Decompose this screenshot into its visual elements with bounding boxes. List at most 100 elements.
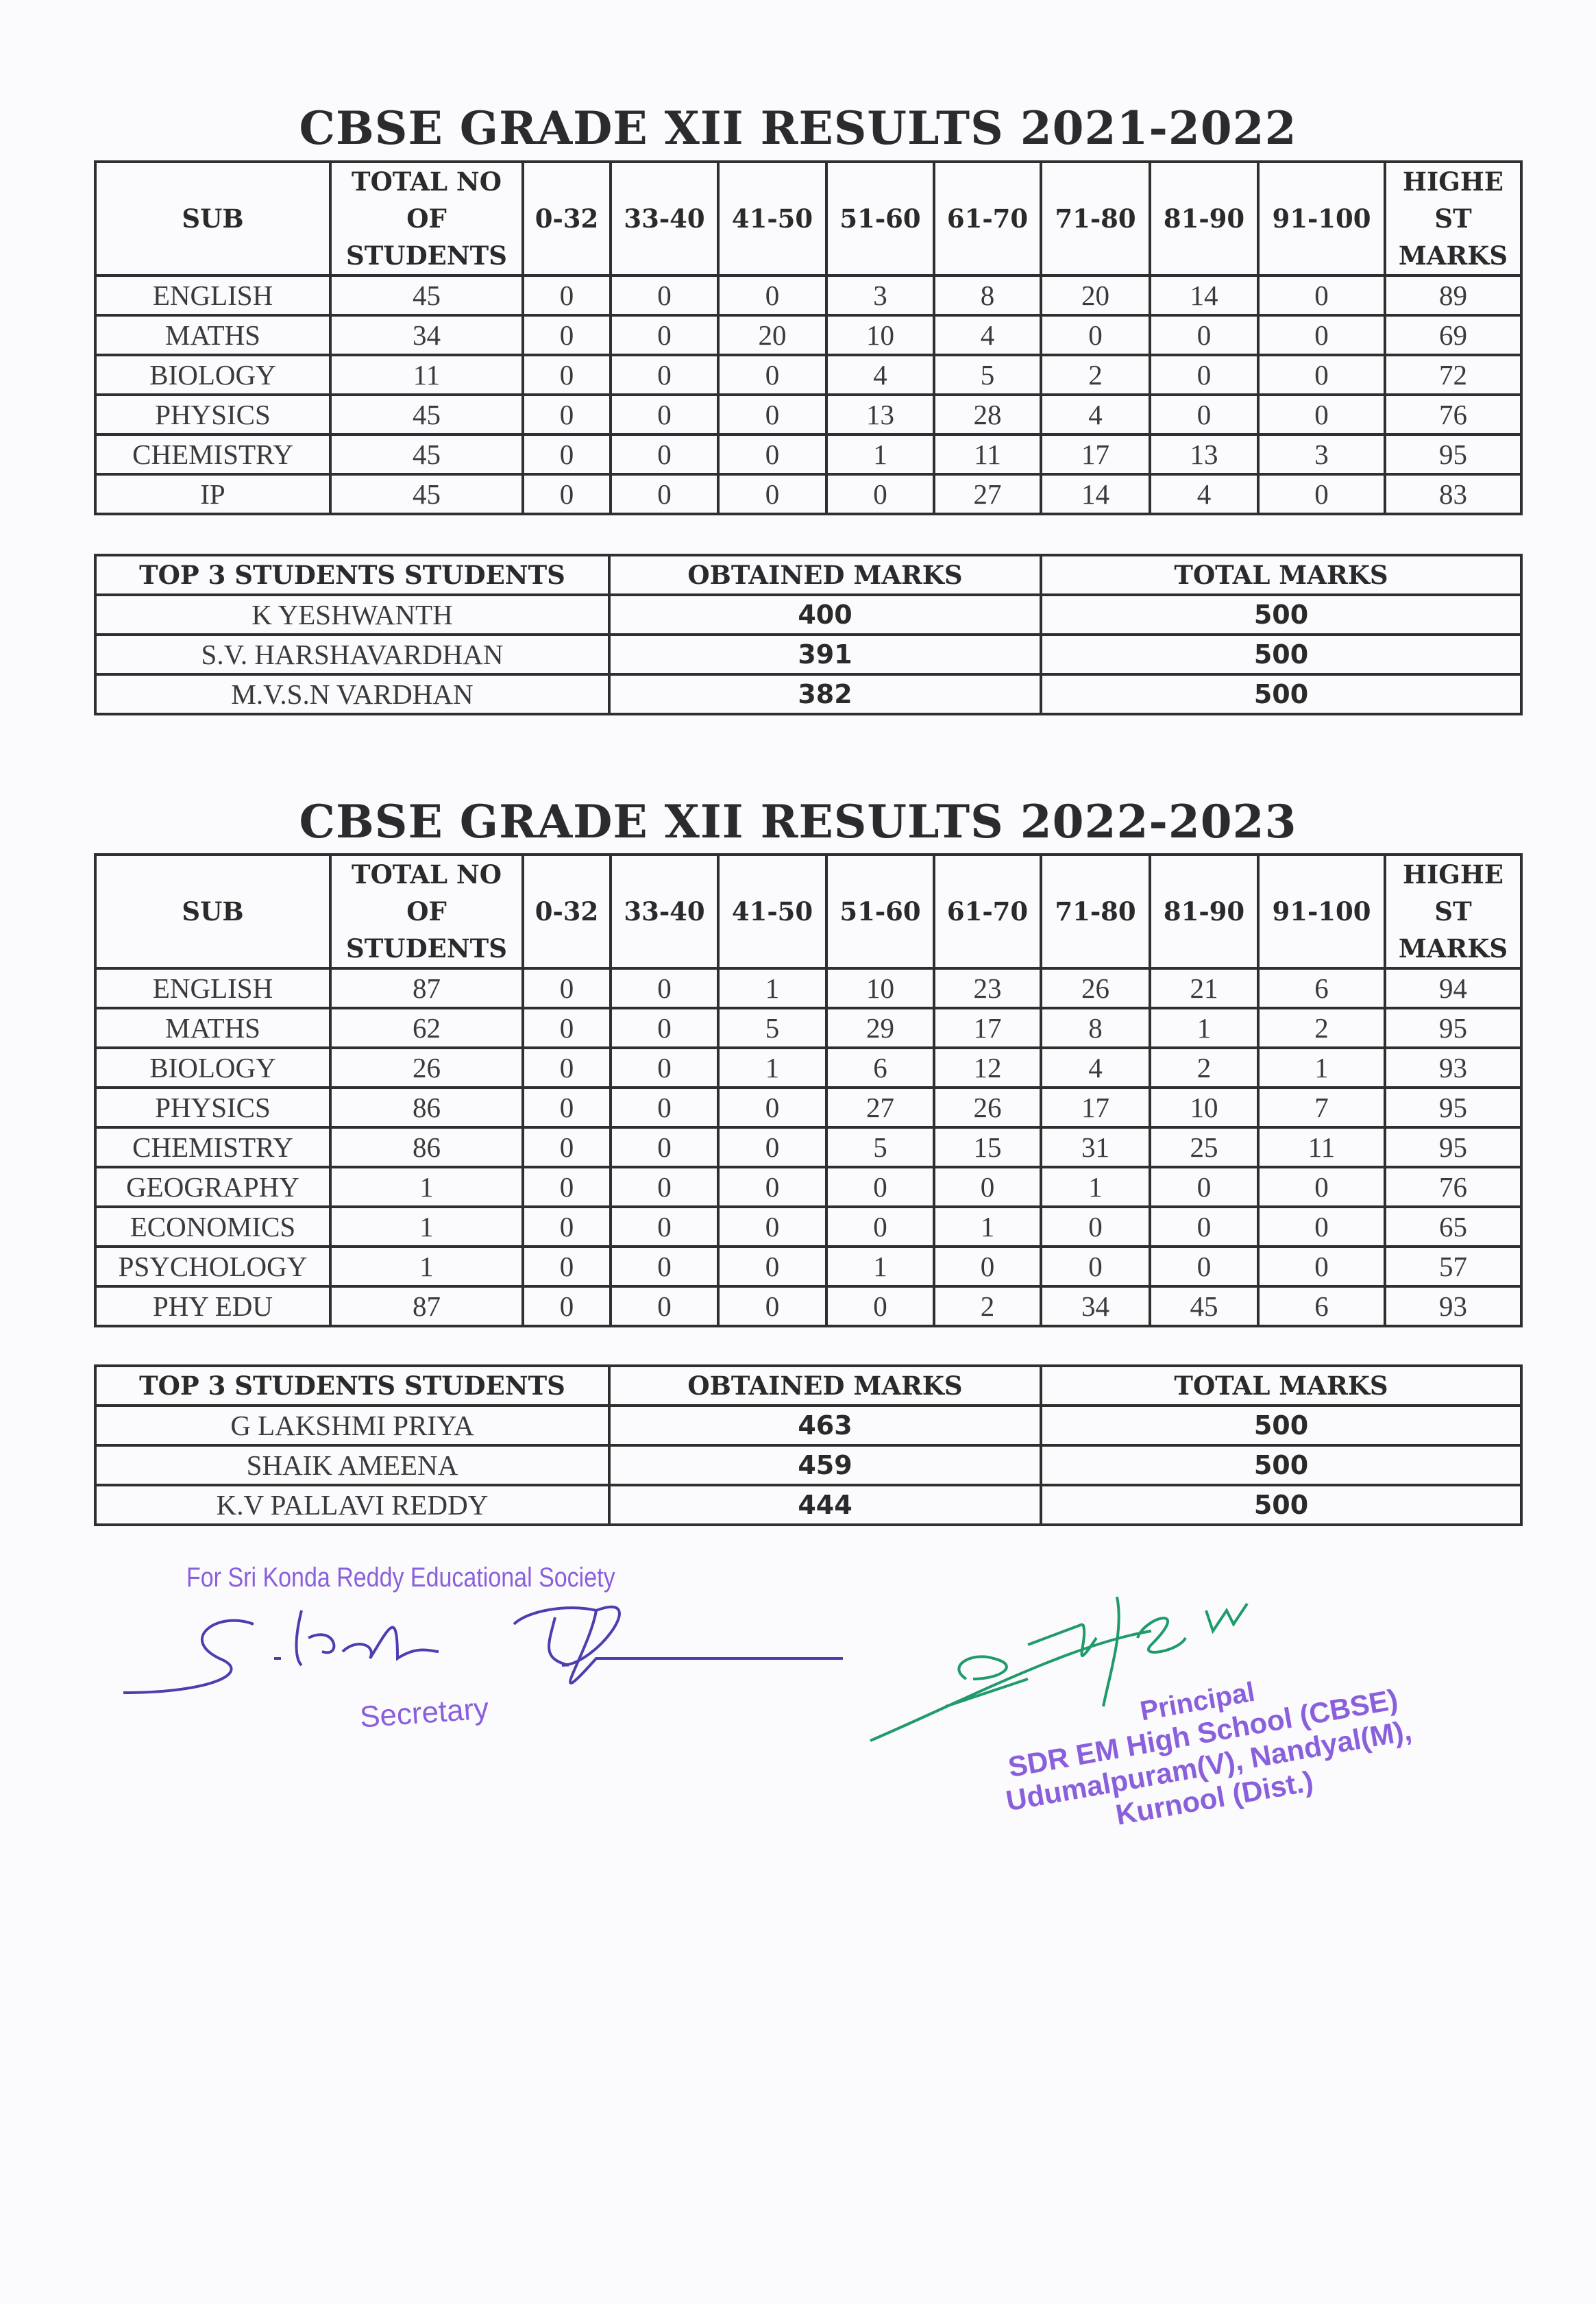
- value-cell: 95: [1384, 1007, 1523, 1049]
- value-cell: 45: [329, 473, 524, 515]
- subject-cell: PHY EDU: [94, 1285, 332, 1327]
- student-row: S.V. HARSHAVARDHAN 391 500: [94, 633, 1523, 676]
- value-cell: 86: [329, 1086, 524, 1129]
- value-cell: 45: [329, 433, 524, 476]
- value-cell: 0: [609, 393, 720, 436]
- value-cell: 1: [1040, 1166, 1151, 1208]
- value-cell: 0: [521, 354, 612, 396]
- value-cell: 26: [329, 1046, 524, 1089]
- header-row: SUB TOTAL NO OF STUDENTS 0-32 33-40 41-50 51-60…: [94, 160, 1523, 277]
- obtained-marks: 382: [608, 673, 1042, 715]
- obtained-marks: 444: [608, 1484, 1042, 1526]
- value-cell: 0: [609, 967, 720, 1009]
- value-cell: 5: [933, 354, 1042, 396]
- value-cell: 8: [1040, 1007, 1151, 1049]
- value-cell: 0: [1257, 354, 1386, 396]
- value-cell: 6: [1257, 1285, 1386, 1327]
- value-cell: 10: [825, 967, 935, 1009]
- column-header: OBTAINED MARKS: [608, 554, 1042, 596]
- column-header-line: TOTAL NO: [352, 167, 502, 197]
- value-cell: 0: [1149, 1166, 1260, 1208]
- value-cell: 89: [1384, 274, 1523, 317]
- value-cell: 1: [329, 1205, 524, 1248]
- value-cell: 0: [1257, 1205, 1386, 1248]
- top-students-table-2021-2022: TOP 3 STUDENTS STUDENTS OBTAINED MARKS TOT…: [94, 554, 1523, 715]
- table-row: ENGLISH 45 0 0 0 3 8 20 14 0 89: [94, 274, 1523, 317]
- total-marks: 500: [1040, 1404, 1523, 1447]
- column-header: 61-70: [933, 853, 1042, 970]
- value-cell: 0: [521, 473, 612, 515]
- obtained-marks: 463: [608, 1404, 1042, 1447]
- student-name: K YESHWANTH: [94, 593, 611, 636]
- value-cell: 0: [1257, 473, 1386, 515]
- column-header-line: MARKS: [1398, 241, 1508, 271]
- value-cell: 13: [825, 393, 935, 436]
- value-cell: 0: [609, 1245, 720, 1288]
- value-cell: 1: [717, 1046, 828, 1089]
- value-cell: 12: [933, 1046, 1042, 1089]
- subject-cell: CHEMISTRY: [94, 433, 332, 476]
- column-header: TOTAL NO OF STUDENTS: [329, 160, 524, 277]
- value-cell: 0: [1257, 393, 1386, 436]
- subject-cell: BIOLOGY: [94, 354, 332, 396]
- value-cell: 0: [717, 433, 828, 476]
- value-cell: 14: [1040, 473, 1151, 515]
- header-row: SUB TOTAL NO OF STUDENTS 0-32 33-40 41-50 51-60…: [94, 853, 1523, 970]
- secretary-signature: [123, 1605, 843, 1694]
- value-cell: 4: [825, 354, 935, 396]
- value-cell: 6: [1257, 967, 1386, 1009]
- value-cell: 0: [717, 1126, 828, 1168]
- value-cell: 8: [933, 274, 1042, 317]
- value-cell: 0: [717, 354, 828, 396]
- table-row: MATHS 62 0 0 5 29 17 8 1 2 95: [94, 1007, 1523, 1049]
- column-header: 0-32: [521, 853, 612, 970]
- obtained-marks: 391: [608, 633, 1042, 676]
- student-row: SHAIK AMEENA 459 500: [94, 1444, 1523, 1486]
- value-cell: 0: [521, 1166, 612, 1208]
- value-cell: 0: [933, 1245, 1042, 1288]
- value-cell: 65: [1384, 1205, 1523, 1248]
- table-row: ENGLISH 87 0 0 1 10 23 26 21 6 94: [94, 967, 1523, 1009]
- subject-cell: ECONOMICS: [94, 1205, 332, 1248]
- value-cell: 0: [521, 274, 612, 317]
- value-cell: 1: [329, 1245, 524, 1288]
- student-row: K.V PALLAVI REDDY 444 500: [94, 1484, 1523, 1526]
- value-cell: 0: [825, 1166, 935, 1208]
- column-header: TOP 3 STUDENTS STUDENTS: [94, 1364, 611, 1407]
- value-cell: 0: [609, 1046, 720, 1089]
- subject-cell: PSYCHOLOGY: [94, 1245, 332, 1288]
- value-cell: 2: [1149, 1046, 1260, 1089]
- value-cell: 17: [1040, 433, 1151, 476]
- value-cell: 0: [609, 1007, 720, 1049]
- subject-cell: MATHS: [94, 1007, 332, 1049]
- value-cell: 87: [329, 1285, 524, 1327]
- value-cell: 26: [933, 1086, 1042, 1129]
- value-cell: 0: [521, 1126, 612, 1168]
- column-header-line: TOTAL NO: [352, 859, 502, 890]
- value-cell: 34: [1040, 1285, 1151, 1327]
- value-cell: 4: [1040, 393, 1151, 436]
- value-cell: 0: [609, 473, 720, 515]
- value-cell: 0: [1257, 314, 1386, 356]
- column-header-line: HIGHE: [1402, 859, 1504, 890]
- value-cell: 4: [1149, 473, 1260, 515]
- value-cell: 11: [1257, 1126, 1386, 1168]
- principal-signature: [870, 1596, 1249, 1742]
- value-cell: 0: [609, 1086, 720, 1129]
- value-cell: 0: [521, 1285, 612, 1327]
- value-cell: 25: [1149, 1126, 1260, 1168]
- value-cell: 95: [1384, 1126, 1523, 1168]
- column-header-line: OF: [406, 204, 447, 234]
- value-cell: 57: [1384, 1245, 1523, 1288]
- value-cell: 1: [825, 433, 935, 476]
- student-name: G LAKSHMI PRIYA: [94, 1404, 611, 1447]
- student-name: M.V.S.N VARDHAN: [94, 673, 611, 715]
- total-marks: 500: [1040, 673, 1523, 715]
- value-cell: 11: [329, 354, 524, 396]
- value-cell: 69: [1384, 314, 1523, 356]
- value-cell: 86: [329, 1126, 524, 1168]
- column-header: 91-100: [1257, 160, 1386, 277]
- student-row: G LAKSHMI PRIYA 463 500: [94, 1404, 1523, 1447]
- column-header-line: ST: [1434, 896, 1472, 927]
- student-row: K YESHWANTH 400 500: [94, 593, 1523, 636]
